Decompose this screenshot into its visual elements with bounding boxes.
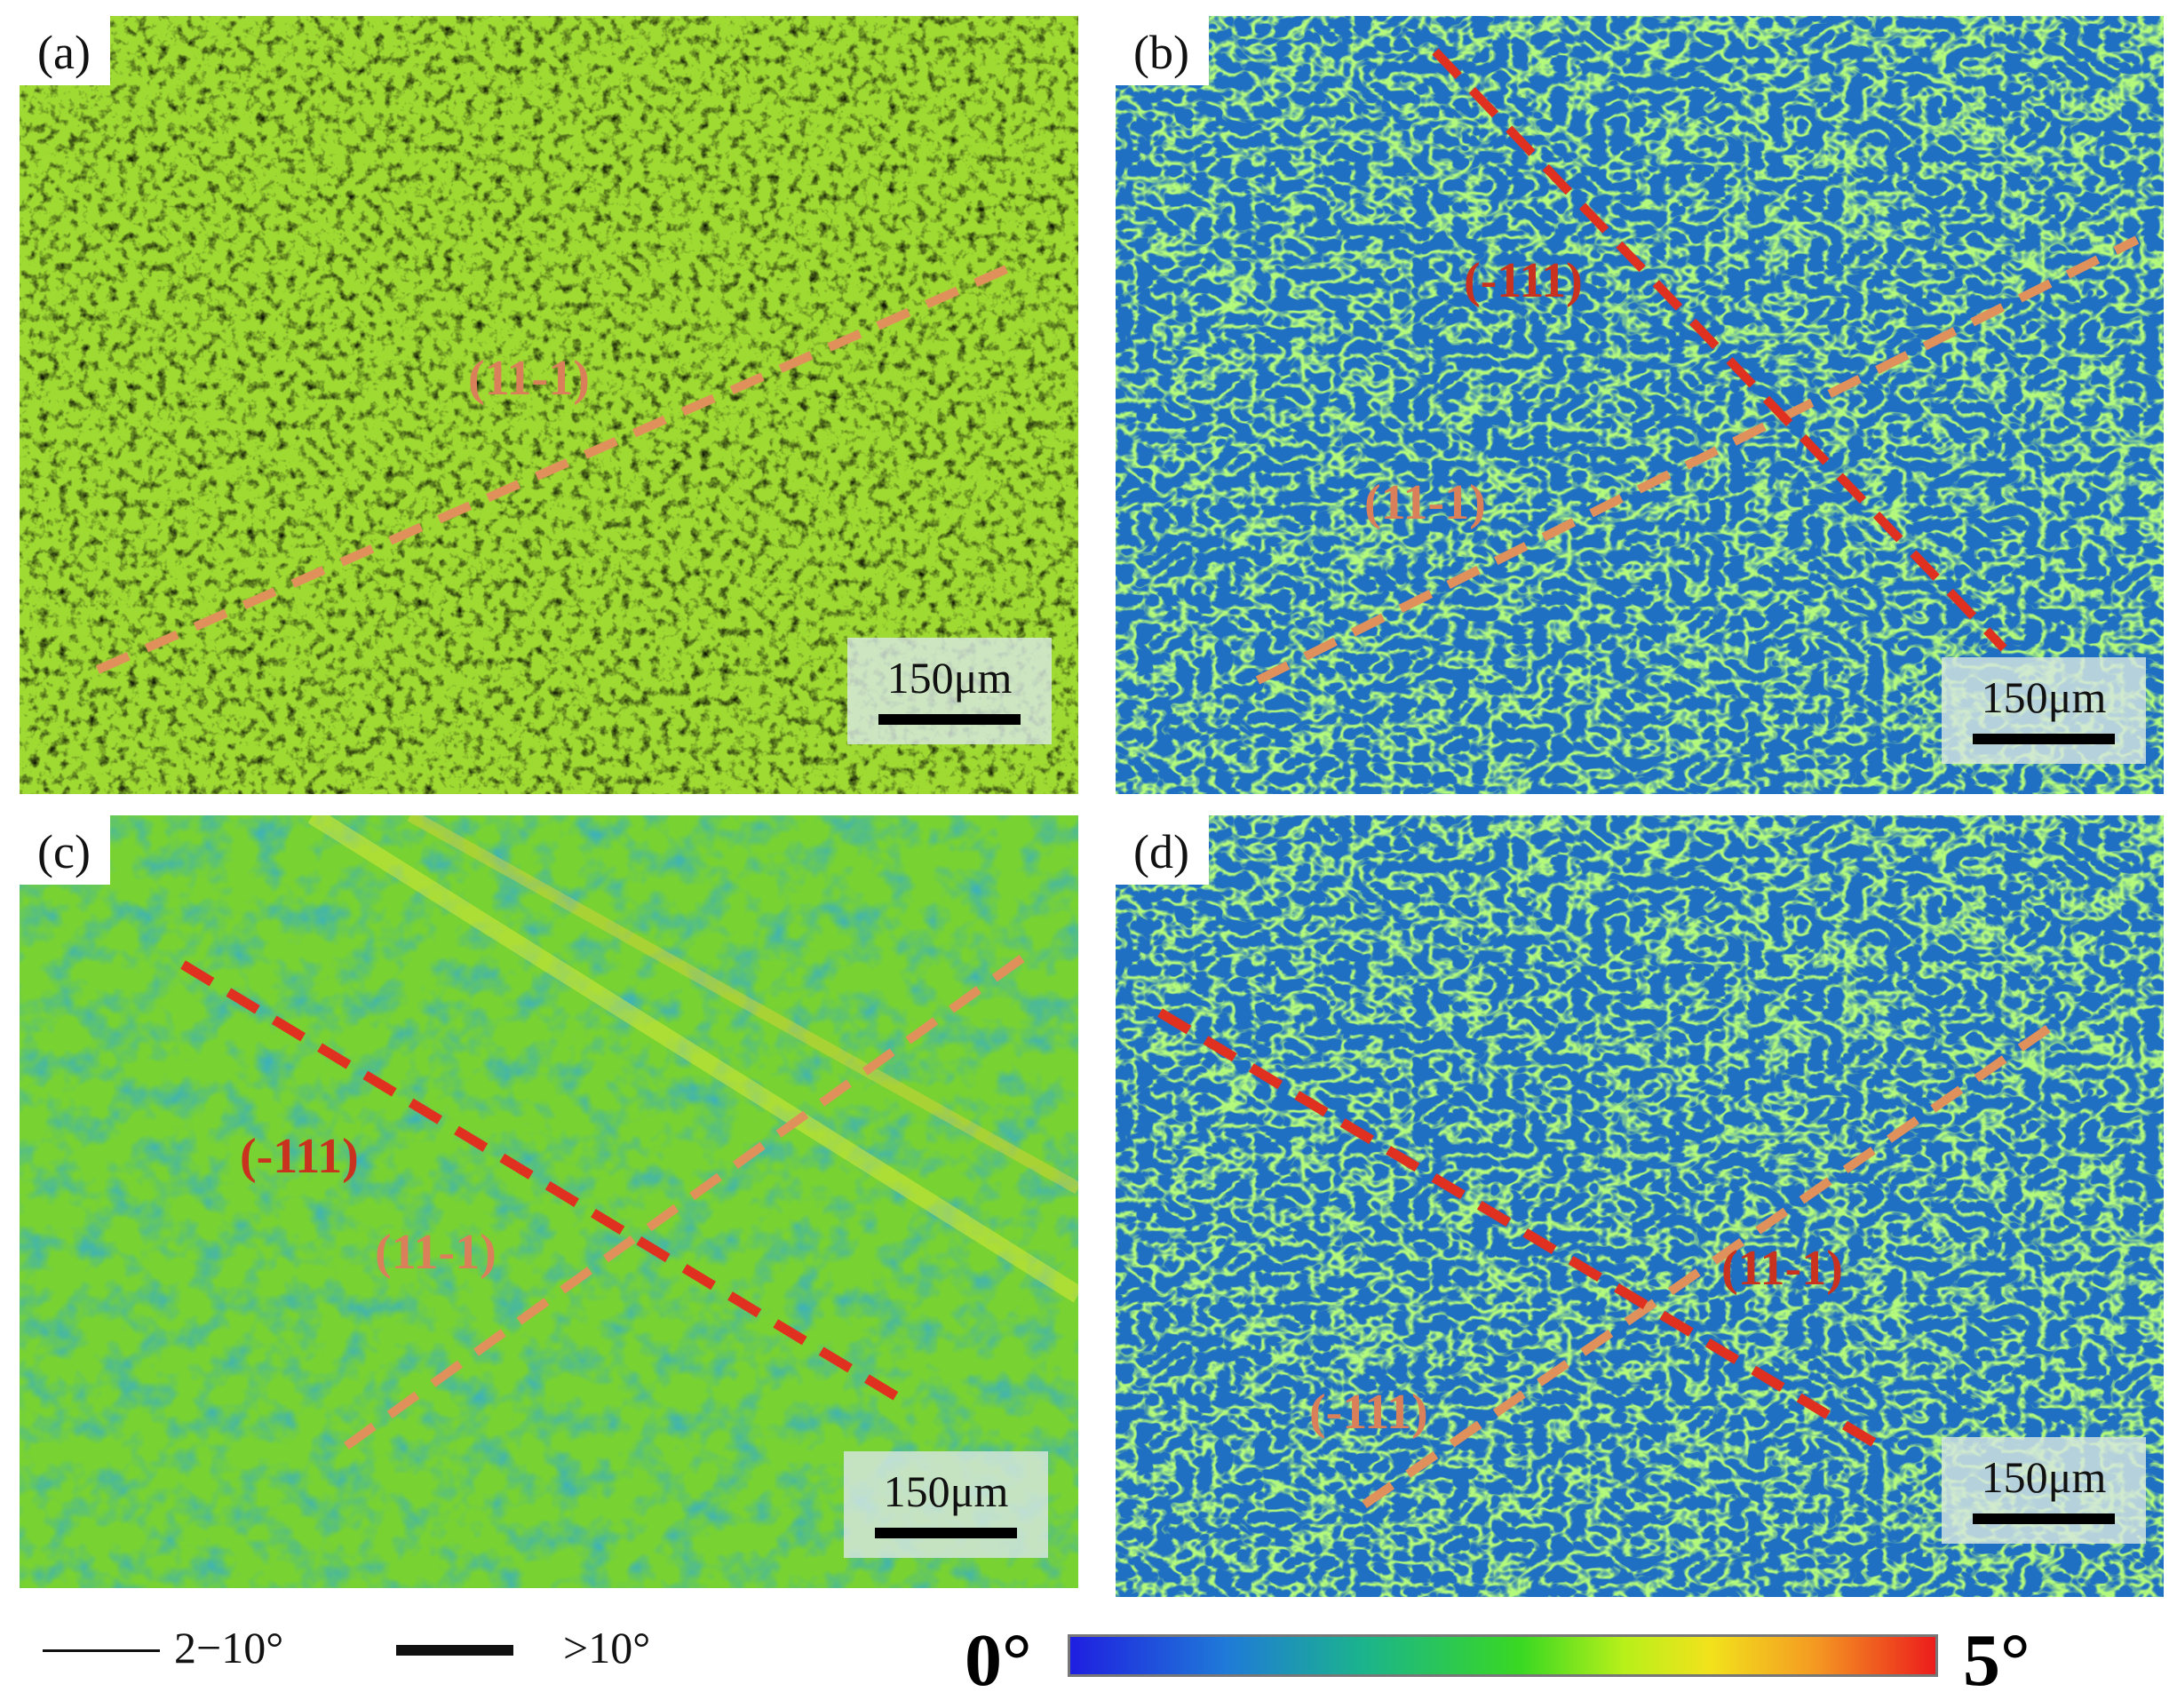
scale-bar-line: [878, 714, 1021, 725]
panel-d: (11-1) (-111) (d) 150μm: [1116, 815, 2164, 1597]
scale-bar-label: 150μm: [1981, 672, 2107, 722]
panel-b: (-111) (11-1) (b) 150μm: [1116, 16, 2164, 794]
scale-bar-line: [1973, 1513, 2115, 1524]
legend-thin-label: 2−10°: [174, 1623, 284, 1672]
scale-bar-label: 150μm: [1981, 1452, 2107, 1502]
legend-thick-line: [396, 1645, 513, 1656]
scale-bar-line: [875, 1528, 1017, 1538]
legend-thick-label: >10°: [563, 1623, 651, 1672]
panel-c: (-111) (11-1) (c) 150μm: [20, 815, 1078, 1588]
legend-thin-line: [43, 1649, 160, 1652]
scale-bar: 150μm: [847, 638, 1052, 744]
colorbar: [1068, 1634, 1938, 1677]
colorbar-max-label: 5°: [1963, 1619, 2030, 1702]
colorbar-min-label: 0°: [965, 1619, 1032, 1702]
panel-label: (b): [1116, 16, 1209, 85]
scale-bar: 150μm: [844, 1451, 1048, 1558]
panel-label: (a): [20, 16, 110, 85]
scale-bar: 150μm: [1942, 657, 2146, 764]
panel-label: (d): [1116, 815, 1209, 885]
panel-label: (c): [20, 815, 110, 885]
panel-a: (11-1) (a) 150μm: [20, 16, 1078, 794]
scale-bar: 150μm: [1942, 1437, 2146, 1544]
scale-bar-label: 150μm: [883, 1466, 1009, 1516]
scale-bar-line: [1973, 734, 2115, 744]
scale-bar-label: 150μm: [886, 653, 1013, 703]
